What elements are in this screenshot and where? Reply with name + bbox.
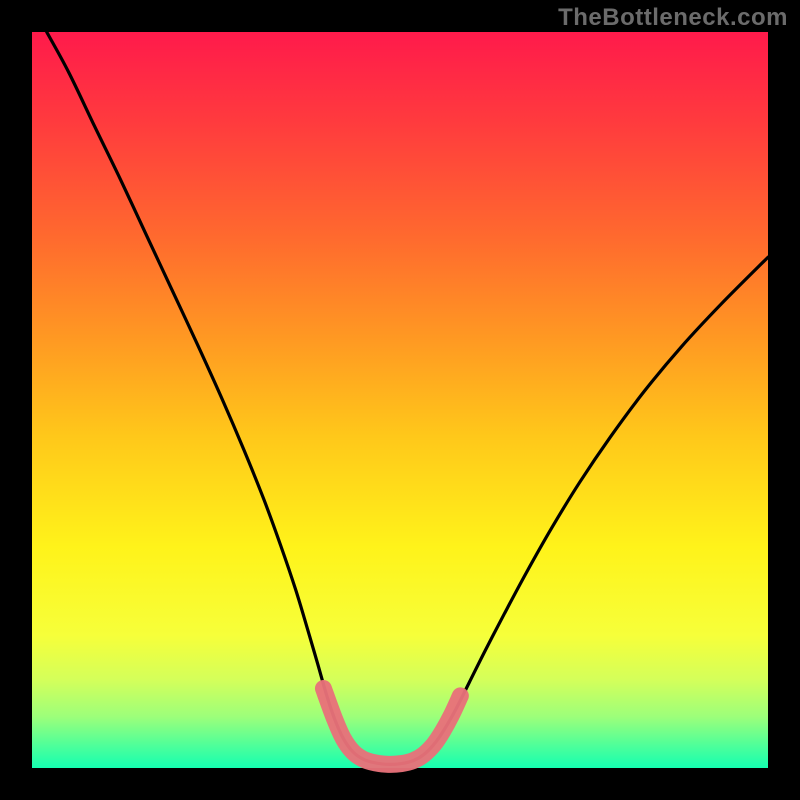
bottleneck-curve-chart bbox=[0, 0, 800, 800]
plot-background bbox=[32, 32, 768, 768]
chart-canvas: TheBottleneck.com bbox=[0, 0, 800, 800]
